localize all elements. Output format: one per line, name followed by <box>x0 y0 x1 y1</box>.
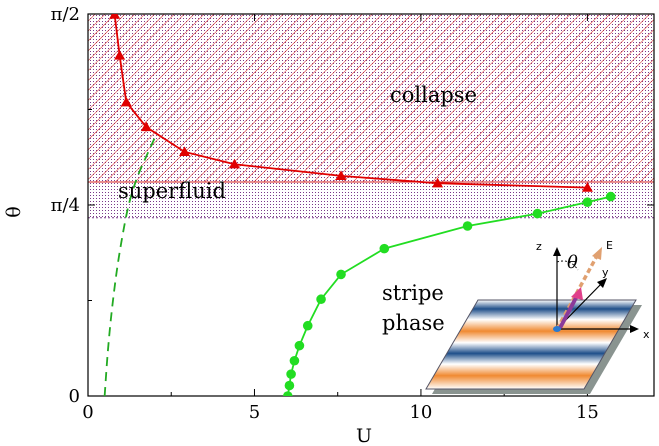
y-tick-label: 0 <box>69 386 80 407</box>
stripe-phase-label-line1: stripe <box>382 281 444 305</box>
x-tick-label: 15 <box>576 402 599 423</box>
stripe-boundary-point <box>282 391 293 396</box>
collapse-boundary-point <box>140 121 152 132</box>
stripe-boundary-point <box>532 208 543 219</box>
superfluid-label: superfluid <box>118 179 226 203</box>
stripe-boundary-point <box>284 380 295 391</box>
y-tick-label: π/2 <box>51 4 80 25</box>
collapse-boundary-point <box>114 50 126 60</box>
inset-illustration: z θ E y x <box>425 239 650 394</box>
stripe-boundary-point <box>302 320 313 331</box>
inset-field-label: E <box>606 239 613 252</box>
inset-y-label: y <box>602 266 609 279</box>
collapse-boundary-point <box>581 182 593 192</box>
inset-stripe-plane <box>425 299 637 390</box>
collapse-boundary-point <box>109 14 121 19</box>
collapse-boundary-point <box>120 96 132 107</box>
inset-y-arrowhead <box>597 278 607 288</box>
inset-z-arrowhead <box>553 247 561 256</box>
x-tick-label: 0 <box>82 402 93 423</box>
stripe-boundary-point <box>289 355 300 366</box>
stripe-boundary-point <box>379 243 390 254</box>
inset-dipole-arrowhead <box>571 287 583 300</box>
inset-dipole-arrow <box>558 293 580 329</box>
collapse-boundary-point <box>228 158 240 169</box>
inset-theta-label: θ <box>567 252 578 273</box>
y-tick-label: π/4 <box>51 195 80 216</box>
inset-field-arrowhead <box>592 247 602 260</box>
inset-particle <box>553 326 561 332</box>
x-tick-label: 10 <box>409 402 432 423</box>
collapse-boundary-point <box>432 177 444 188</box>
collapse-label: collapse <box>390 83 477 107</box>
stripe-boundary-point <box>294 340 305 351</box>
superfluid-boundary-line <box>103 137 156 396</box>
axis-ticks: 0 5 10 15 0 π/4 π/2 <box>51 4 654 423</box>
stripe-boundary-point <box>286 369 296 379</box>
stripe-boundary-point <box>582 197 593 207</box>
collapse-boundary-point <box>335 170 347 181</box>
collapse-region <box>88 14 654 182</box>
x-tick-label: 5 <box>249 402 260 423</box>
inset-z-label: z <box>536 240 542 253</box>
data-series <box>103 14 616 396</box>
stripe-boundary-point <box>316 294 326 305</box>
inset-x-label: x <box>643 328 650 341</box>
stripe-boundary-point <box>336 269 346 280</box>
stripe-boundary-point <box>462 221 473 231</box>
y-axis-title: θ <box>3 206 25 217</box>
stripe-phase-label-line2: phase <box>382 311 445 335</box>
inset-x-arrowhead <box>630 325 639 333</box>
x-axis-title: U <box>356 425 372 446</box>
stripe-boundary-point <box>605 191 616 202</box>
collapse-boundary-point <box>179 146 191 156</box>
